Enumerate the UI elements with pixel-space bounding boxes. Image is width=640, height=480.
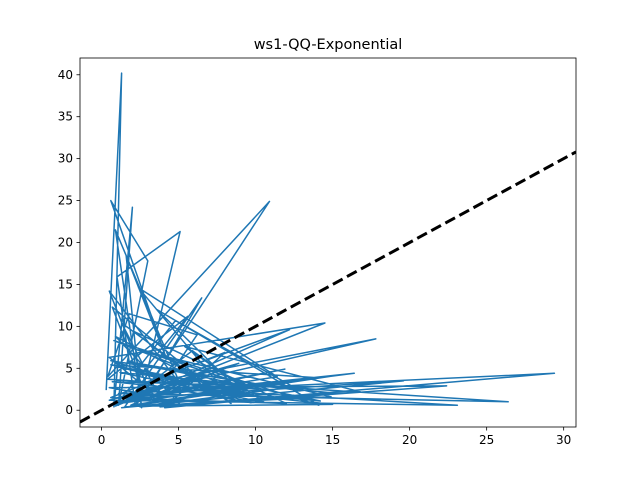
y-axis: 0 5 10 15 20 25 30 35 40 <box>58 68 80 417</box>
x-axis: 0 5 10 15 20 25 30 <box>98 427 571 447</box>
chart-title: ws1-QQ-Exponential <box>254 37 403 53</box>
x-tick-label: 25 <box>479 433 494 447</box>
y-tick-label: 25 <box>58 194 73 208</box>
x-tick-label: 10 <box>248 433 263 447</box>
qq-series-line <box>105 72 556 409</box>
y-tick-label: 20 <box>58 236 73 250</box>
y-tick-label: 35 <box>58 110 73 124</box>
y-tick-label: 15 <box>58 277 73 291</box>
x-tick-label: 15 <box>325 433 340 447</box>
x-tick-label: 0 <box>98 433 106 447</box>
x-tick-label: 5 <box>175 433 183 447</box>
y-tick-label: 5 <box>65 361 73 375</box>
y-tick-label: 40 <box>58 68 73 82</box>
x-tick-label: 20 <box>402 433 417 447</box>
y-tick-label: 30 <box>58 152 73 166</box>
y-tick-label: 10 <box>58 319 73 333</box>
x-tick-label: 30 <box>556 433 571 447</box>
y-tick-label: 0 <box>65 403 73 417</box>
plot-area <box>80 72 576 424</box>
reference-line <box>80 150 576 424</box>
